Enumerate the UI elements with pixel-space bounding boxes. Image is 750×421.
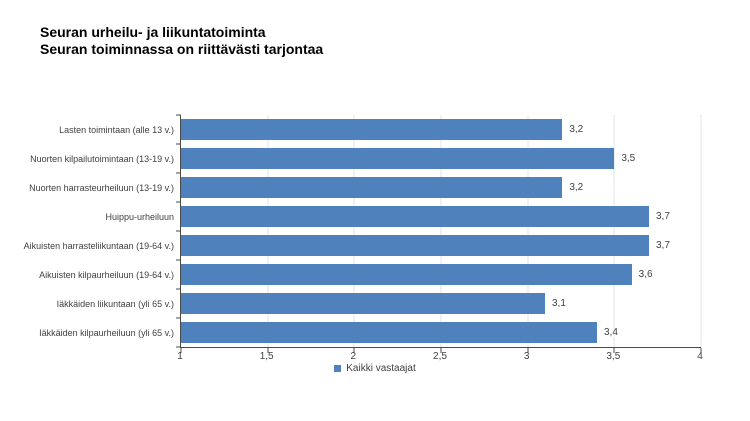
x-axis-tick <box>527 348 529 353</box>
bar-value-label: 3,2 <box>569 124 584 135</box>
bar-row: 3,7 <box>181 231 701 260</box>
bar-row: 3,2 <box>181 115 701 144</box>
gridline <box>527 115 529 347</box>
bar <box>181 148 615 169</box>
bar-row: 3,1 <box>181 289 701 318</box>
bar-row: 3,6 <box>181 260 701 289</box>
y-axis-tick <box>176 230 181 232</box>
y-axis-tick <box>176 346 181 348</box>
y-axis-tick <box>176 317 181 319</box>
category-label: Lasten toimintaan (alle 13 v.) <box>59 124 174 135</box>
gridline <box>700 115 702 347</box>
gridlines-layer <box>181 115 702 347</box>
y-axis-tick <box>176 143 181 145</box>
x-axis-tick <box>440 348 442 353</box>
x-axis-tick-label: 1 <box>177 351 183 362</box>
y-axis-tick <box>176 172 181 174</box>
x-axis-tick <box>180 348 182 353</box>
bar-value-label: 3,1 <box>552 298 566 309</box>
bars-layer: 3,2 3,5 3,2 3,7 3,7 3,6 3,1 3,4 <box>181 115 701 347</box>
chart-title: Seuran urheilu- ja liikuntatoiminta Seur… <box>40 24 323 58</box>
gridline <box>353 115 355 347</box>
bar-value-label: 3,2 <box>569 182 584 193</box>
bar-value-label: 3,6 <box>638 269 653 280</box>
x-axis-tick-label: 1,5 <box>259 351 274 362</box>
y-axis-tick <box>176 288 181 290</box>
x-axis-tick <box>613 348 615 353</box>
gridline <box>267 115 269 347</box>
bar <box>181 264 632 285</box>
bar-row: 3,4 <box>181 318 701 347</box>
plot-area: 3,2 3,5 3,2 3,7 3,7 3,6 3,1 3,4 <box>176 114 702 353</box>
category-label: Aikuisten kilpaurheiluun (19-64 v.) <box>39 269 174 280</box>
category-axis-labels: Lasten toimintaan (alle 13 v.) Nuorten ki… <box>0 115 174 347</box>
x-axis-tick-label: 4 <box>697 351 703 362</box>
bar-row: 3,7 <box>181 202 701 231</box>
legend-label: Kaikki vastaajat <box>346 363 416 374</box>
bar-value-label: 3,5 <box>621 153 636 164</box>
chart-title-line2: Seuran toiminnassa on riittävästi tarjon… <box>40 41 324 57</box>
bar-value-label: 3,4 <box>604 327 618 338</box>
bar <box>181 322 597 343</box>
bar <box>181 177 563 198</box>
bar-row: 3,5 <box>181 144 701 173</box>
y-axis-tick <box>176 114 181 116</box>
gridline <box>613 115 615 347</box>
x-axis-tick-label: 3,5 <box>606 351 621 362</box>
legend-swatch-icon <box>334 365 342 372</box>
category-label: Huippu-urheiluun <box>105 211 174 222</box>
bar <box>181 235 649 256</box>
x-axis-tick <box>353 348 355 353</box>
x-axis-tick <box>700 348 702 353</box>
bar <box>181 293 545 314</box>
y-axis-tick <box>176 201 181 203</box>
category-label: Nuorten kilpailutoimintaan (13-19 v.) <box>30 153 174 164</box>
bar <box>181 206 649 227</box>
category-label: Iäkkäiden liikuntaan (yli 65 v.) <box>56 298 174 309</box>
bar-value-label: 3,7 <box>656 240 670 251</box>
category-label: Nuorten harrasteurheiluun (13-19 v.) <box>29 182 174 193</box>
chart-title-line1: Seuran urheilu- ja liikuntatoiminta <box>40 24 266 40</box>
x-axis-tick-label: 3 <box>523 351 530 362</box>
gridline <box>440 115 442 347</box>
x-axis-tick-label: 2,5 <box>433 351 447 362</box>
y-axis-tick <box>176 259 181 261</box>
category-label: Aikuisten harrasteliikuntaan (19-64 v.) <box>23 240 174 251</box>
bar <box>181 119 563 140</box>
bar-row: 3,2 <box>181 173 701 202</box>
category-label: Iäkkäiden kilpaurheiluun (yli 65 v.) <box>39 327 174 338</box>
x-axis-tick <box>267 348 269 353</box>
bar-value-label: 3,7 <box>656 211 670 222</box>
legend: Kaikki vastaajat <box>0 363 750 374</box>
x-axis-tick-label: 2 <box>350 351 357 362</box>
x-axis-tick-labels: 1 1,5 2 2,5 3 3,5 4 <box>177 351 703 363</box>
